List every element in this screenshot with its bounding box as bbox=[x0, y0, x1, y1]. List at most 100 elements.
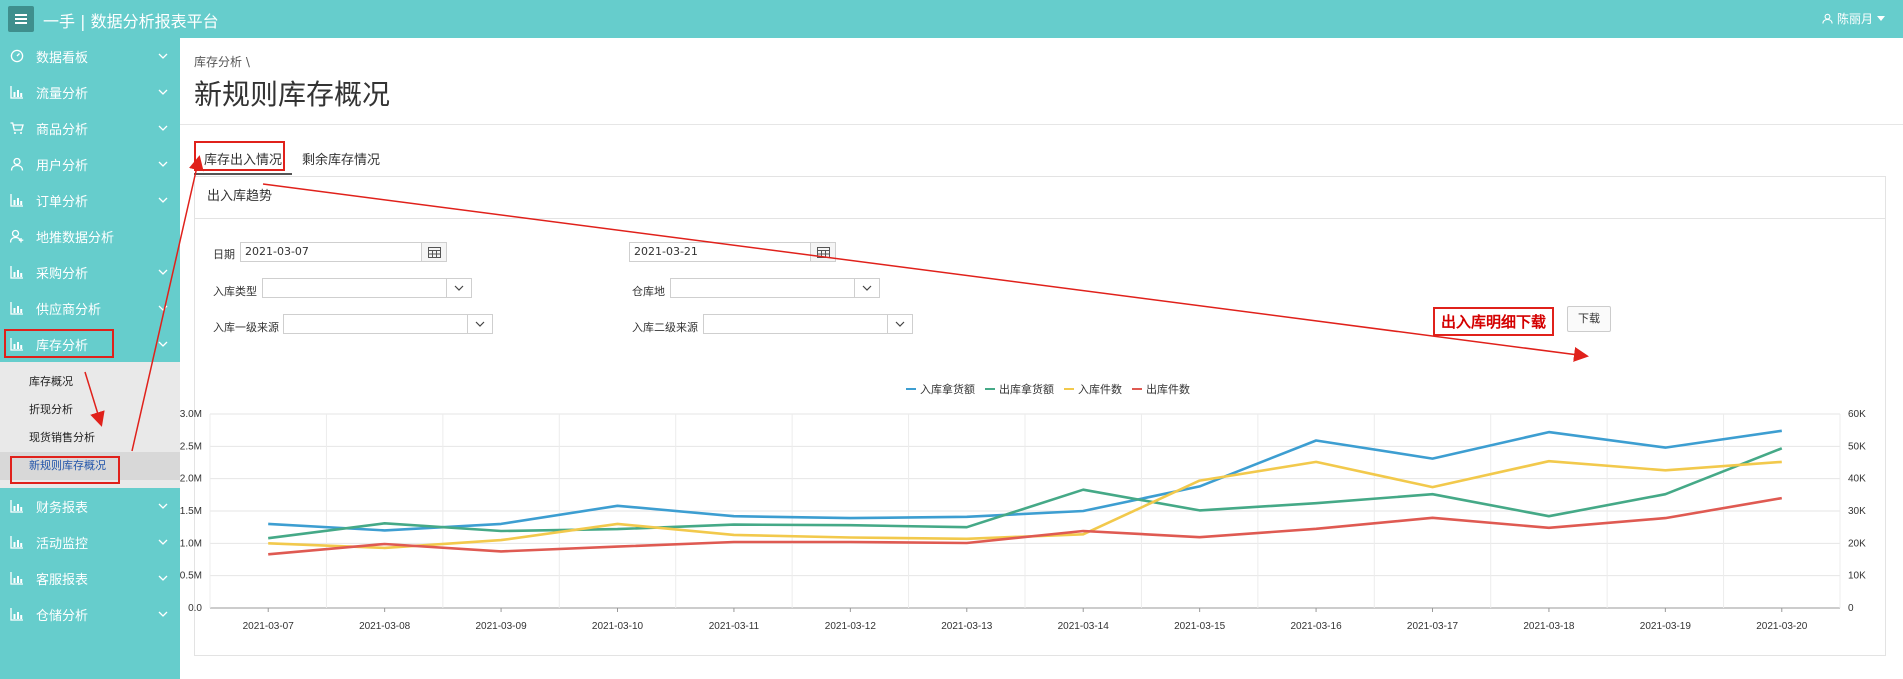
hamburger-icon bbox=[15, 14, 27, 24]
bar-chart-icon bbox=[10, 499, 24, 513]
x-tick-label: 2021-03-12 bbox=[825, 621, 877, 632]
x-tick-label: 2021-03-19 bbox=[1640, 621, 1692, 632]
legend-label: 入库件数 bbox=[1078, 383, 1122, 396]
menu-toggle-button[interactable] bbox=[8, 6, 34, 32]
bar-chart-icon bbox=[10, 193, 24, 207]
y-left-tick-label: 0.0 bbox=[188, 603, 202, 614]
legend-swatch bbox=[1064, 388, 1074, 390]
sidebar-item[interactable]: 仓储分析 bbox=[0, 596, 180, 632]
x-tick-label: 2021-03-15 bbox=[1174, 621, 1226, 632]
sidebar-item[interactable]: 订单分析 bbox=[0, 182, 180, 218]
sidebar-item-label: 数据看板 bbox=[36, 50, 89, 66]
y-right-tick-label: 50K bbox=[1848, 441, 1866, 452]
y-left-tick-label: 1.0M bbox=[180, 538, 202, 549]
legend-item[interactable]: 出库件数 bbox=[1132, 381, 1190, 397]
x-tick-label: 2021-03-07 bbox=[243, 621, 295, 632]
chevron-down-icon bbox=[158, 539, 168, 545]
user-icon bbox=[1822, 13, 1833, 24]
sidebar-item[interactable]: 客服报表 bbox=[0, 560, 180, 596]
sidebar-item-label: 活动监控 bbox=[36, 536, 89, 552]
breadcrumb: 库存分析 \ bbox=[194, 55, 250, 69]
submenu-item[interactable]: 现货销售分析 bbox=[29, 431, 95, 444]
sidebar-item[interactable]: 活动监控 bbox=[0, 524, 180, 560]
sidebar-item[interactable]: 地推数据分析 bbox=[0, 218, 180, 254]
tab-stock-in-out[interactable]: 库存出入情况 bbox=[194, 141, 293, 175]
caret-down-icon bbox=[1877, 15, 1885, 21]
bar-chart-icon bbox=[10, 535, 24, 549]
y-right-tick-label: 10K bbox=[1848, 571, 1866, 582]
legend-item[interactable]: 入库件数 bbox=[1064, 381, 1122, 397]
cart-icon bbox=[10, 121, 24, 135]
sidebar-item[interactable]: 流量分析 bbox=[0, 74, 180, 110]
legend-label: 出库拿货额 bbox=[999, 383, 1054, 396]
bar-chart-icon bbox=[10, 571, 24, 585]
bar-chart-icon bbox=[10, 607, 24, 621]
y-left-tick-label: 2.0M bbox=[180, 474, 202, 485]
y-right-tick-label: 0 bbox=[1848, 603, 1854, 614]
sidebar-item-label: 库存分析 bbox=[36, 338, 89, 354]
y-right-tick-label: 60K bbox=[1848, 409, 1866, 420]
legend-label: 入库拿货额 bbox=[920, 383, 975, 396]
bar-chart-icon bbox=[10, 265, 24, 279]
user-menu[interactable]: 陈丽月 bbox=[1822, 10, 1885, 27]
chevron-down-icon bbox=[158, 503, 168, 509]
sidebar-item-label: 用户分析 bbox=[36, 158, 89, 174]
divider bbox=[180, 124, 1903, 125]
tab-bar: 库存出入情况 剩余库存情况 bbox=[194, 141, 390, 175]
legend-swatch bbox=[985, 388, 995, 390]
x-tick-label: 2021-03-09 bbox=[475, 621, 527, 632]
legend-item[interactable]: 入库拿货额 bbox=[906, 381, 975, 397]
x-tick-label: 2021-03-20 bbox=[1756, 621, 1808, 632]
sidebar-item-label: 订单分析 bbox=[36, 194, 89, 210]
y-left-tick-label: 3.0M bbox=[180, 409, 202, 420]
legend-swatch bbox=[906, 388, 916, 390]
user-add-icon bbox=[10, 229, 24, 243]
chevron-down-icon bbox=[158, 53, 168, 59]
x-tick-label: 2021-03-14 bbox=[1058, 621, 1110, 632]
sidebar-item[interactable]: 财务报表 bbox=[0, 488, 180, 524]
annotation-box-tab bbox=[194, 141, 285, 171]
annotation-box-submenu bbox=[10, 456, 120, 484]
series-line bbox=[268, 496, 1783, 556]
x-tick-label: 2021-03-11 bbox=[709, 621, 760, 632]
legend-swatch bbox=[1132, 388, 1142, 390]
legend-label: 出库件数 bbox=[1146, 383, 1190, 396]
sidebar-item-label: 供应商分析 bbox=[36, 302, 102, 318]
bar-chart-icon bbox=[10, 301, 24, 315]
chevron-down-icon bbox=[158, 575, 168, 581]
series-line bbox=[268, 447, 1783, 540]
x-tick-label: 2021-03-18 bbox=[1523, 621, 1575, 632]
source1-label: 入库一级来源 bbox=[213, 321, 279, 334]
sidebar-item-label: 财务报表 bbox=[36, 500, 89, 516]
sidebar-item[interactable]: 库存分析 bbox=[0, 326, 180, 362]
sidebar-item-label: 采购分析 bbox=[36, 266, 89, 282]
chart-legend: 入库拿货额 出库拿货额 入库件数 出库件数 bbox=[906, 381, 1190, 397]
legend-item[interactable]: 出库拿货额 bbox=[985, 381, 1054, 397]
y-right-tick-label: 20K bbox=[1848, 538, 1866, 549]
y-right-tick-label: 30K bbox=[1848, 506, 1866, 517]
in-type-label: 入库类型 bbox=[213, 285, 257, 298]
sidebar-item[interactable]: 数据看板 bbox=[0, 38, 180, 74]
bar-chart-icon bbox=[10, 85, 24, 99]
chevron-down-icon bbox=[158, 611, 168, 617]
submenu-item[interactable]: 折现分析 bbox=[29, 403, 73, 416]
date-label: 日期 bbox=[213, 248, 235, 261]
tab-remaining-stock[interactable]: 剩余库存情况 bbox=[302, 153, 381, 168]
y-left-tick-label: 0.5M bbox=[180, 571, 202, 582]
sidebar-item-label: 客服报表 bbox=[36, 572, 89, 588]
x-tick-label: 2021-03-10 bbox=[592, 621, 644, 632]
x-tick-label: 2021-03-16 bbox=[1290, 621, 1342, 632]
top-bar: 一手 | 数据分析报表平台 陈丽月 bbox=[0, 0, 1903, 38]
chevron-down-icon bbox=[158, 125, 168, 131]
sidebar-item-label: 商品分析 bbox=[36, 122, 89, 138]
y-right-tick-label: 40K bbox=[1848, 474, 1866, 485]
x-tick-label: 2021-03-08 bbox=[359, 621, 411, 632]
app-title: 一手 | 数据分析报表平台 bbox=[43, 12, 219, 31]
y-left-tick-label: 2.5M bbox=[180, 441, 202, 452]
y-left-tick-label: 1.5M bbox=[180, 506, 202, 517]
sidebar-item[interactable]: 商品分析 bbox=[0, 110, 180, 146]
x-tick-label: 2021-03-13 bbox=[941, 621, 993, 632]
submenu-item[interactable]: 库存概况 bbox=[29, 375, 73, 388]
annotation-box-stock-menu bbox=[4, 329, 114, 358]
